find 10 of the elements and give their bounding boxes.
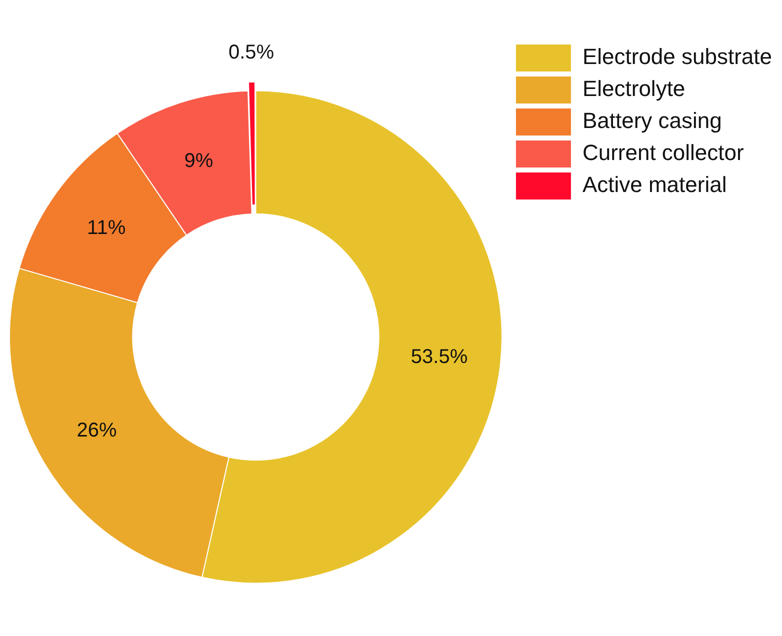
data-label: 9% [184,150,214,172]
legend-label: Battery casing [582,108,722,134]
data-label: 0.5% [228,41,274,64]
legend-label: Electrode substrate [582,44,772,70]
legend-label: Active material [582,172,727,198]
legend-label: Electrolyte [582,76,686,102]
legend-label: Current collector [582,140,744,166]
data-label: 11% [87,216,126,239]
data-label: 26% [76,420,118,442]
data-label: 53.5% [410,346,468,368]
